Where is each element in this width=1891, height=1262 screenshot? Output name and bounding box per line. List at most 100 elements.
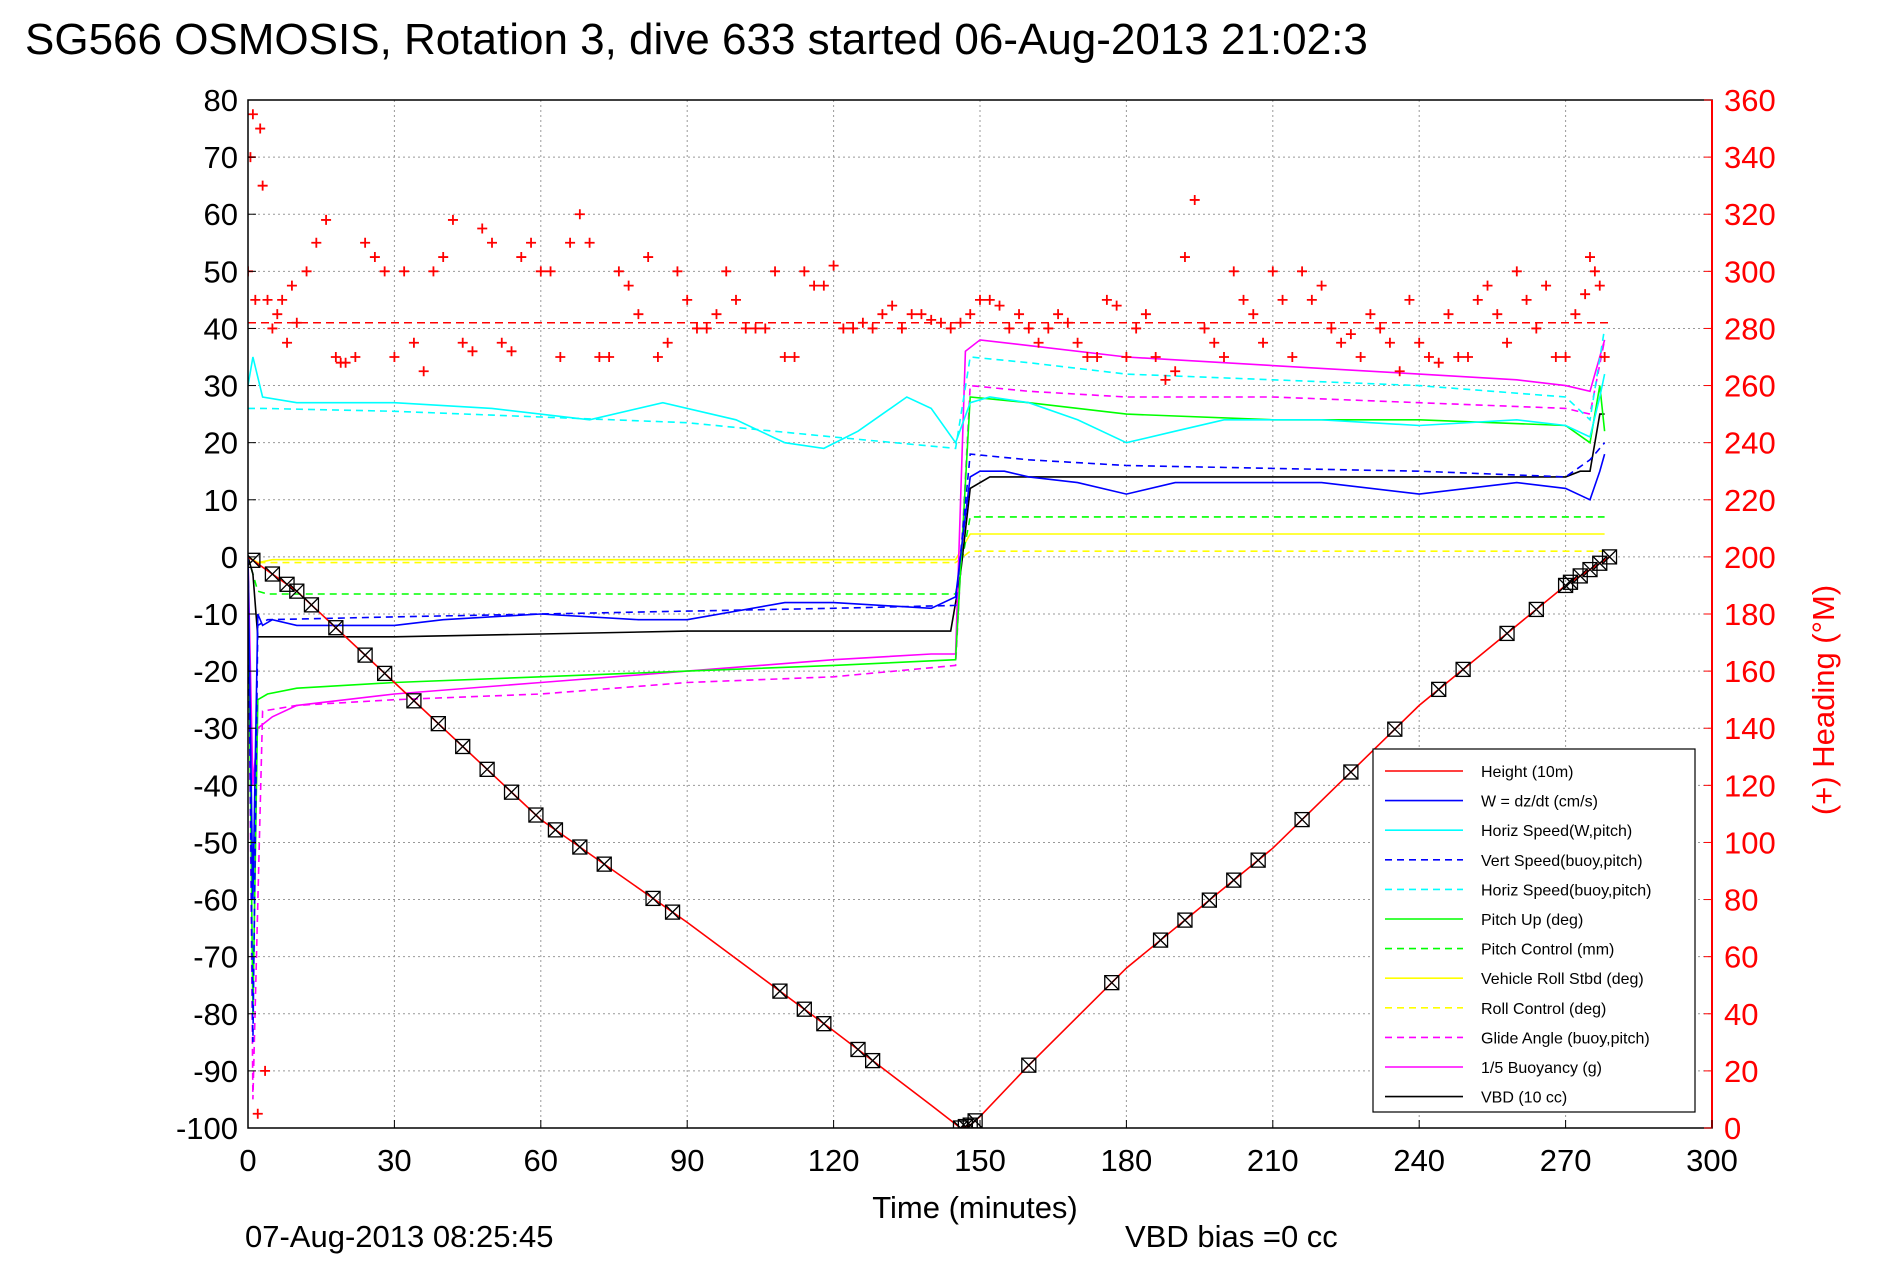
heading-point	[1004, 323, 1015, 334]
height-marker	[1152, 932, 1169, 948]
x-tick-label: 90	[670, 1143, 704, 1178]
height-marker	[1387, 721, 1403, 737]
heading-point	[1170, 366, 1181, 377]
heading-point	[574, 209, 585, 220]
heading-point	[1375, 323, 1386, 334]
series-line-vbd	[248, 413, 1605, 638]
legend: Height (10m) W = dz/dt (cm/s) Horiz Speed(…	[1372, 748, 1696, 1113]
height-marker	[1021, 1057, 1037, 1073]
y-tick-label: 60	[204, 197, 238, 232]
heading-point	[350, 352, 361, 362]
heading-point	[691, 323, 702, 334]
heading-point	[1131, 323, 1142, 334]
legend-label-glide-angle: Glide Angle (buoy,pitch)	[1481, 1030, 1650, 1047]
height-marker	[796, 1001, 812, 1017]
height-marker	[1572, 568, 1588, 584]
y2-tick-label: 360	[1724, 83, 1776, 118]
x-tick-label: 240	[1393, 1143, 1445, 1178]
x-tick-label: 150	[954, 1143, 1006, 1178]
y2-tick-label: 280	[1724, 311, 1776, 346]
heading-point	[1326, 323, 1337, 334]
heading-point	[1238, 294, 1249, 305]
series-line-vert-speed-buoy	[248, 442, 1606, 1043]
heading-point	[623, 280, 634, 291]
heading-point	[604, 352, 615, 362]
heading-point	[360, 237, 371, 248]
height-marker	[1601, 549, 1618, 565]
footer-vbd-bias: VBD bias =0 cc	[1125, 1219, 1338, 1254]
heading-point	[477, 223, 488, 234]
heading-point	[535, 266, 546, 277]
heading-point	[447, 214, 458, 225]
heading-point	[770, 266, 781, 277]
height-marker	[1562, 574, 1579, 590]
heading-point	[262, 294, 273, 305]
height-marker	[1226, 872, 1242, 888]
y-tick-label: 10	[204, 483, 238, 518]
heading-point	[496, 337, 507, 348]
heading-point	[1306, 294, 1317, 305]
heading-point	[1394, 366, 1405, 377]
y-axis-right: 0 20 40 60 80 100 120 140 160 180 200 220 240 260 280 3…	[1704, 83, 1776, 1146]
height-marker	[1455, 661, 1471, 678]
heading-point	[1228, 266, 1239, 277]
heading-point	[965, 309, 976, 320]
y2-tick-label: 300	[1724, 254, 1776, 289]
heading-point	[330, 352, 341, 362]
heading-point	[652, 352, 663, 362]
y2-tick-label: 200	[1724, 540, 1776, 575]
heading-point	[1033, 337, 1044, 348]
x-tick-label: 210	[1247, 1143, 1299, 1178]
height-marker	[1499, 625, 1515, 642]
heading-point	[291, 317, 302, 328]
heading-point	[1345, 329, 1356, 340]
heading-point	[896, 323, 907, 334]
heading-point	[389, 352, 400, 362]
legend-label-buoyancy: 1/5 Buoyancy (g)	[1481, 1060, 1602, 1077]
height-marker	[479, 761, 495, 777]
height-marker	[1294, 811, 1310, 828]
height-marker	[430, 716, 446, 732]
heading-point	[399, 266, 410, 277]
heading-point	[248, 109, 258, 120]
heading-point	[418, 366, 429, 377]
height-marker	[1343, 764, 1359, 780]
legend-label-roll: Vehicle Roll Stbd (deg)	[1481, 971, 1644, 988]
heading-point	[1560, 352, 1571, 362]
heading-point	[301, 266, 312, 277]
legend-label-height: Height (10m)	[1481, 764, 1573, 781]
height-marker	[376, 665, 393, 682]
x-tick-label: 300	[1686, 1143, 1738, 1178]
series-group	[248, 109, 1618, 1128]
y2-axis-label: (+) Heading (°M)	[1806, 585, 1841, 815]
height-marker	[1557, 577, 1574, 594]
height-marker	[328, 620, 344, 636]
height-marker	[664, 904, 681, 920]
heading-point	[1502, 337, 1513, 348]
height-marker	[1431, 681, 1447, 698]
heading-point	[257, 180, 268, 191]
legend-label-pitch-control: Pitch Control (mm)	[1481, 942, 1614, 959]
heading-point	[1092, 352, 1103, 362]
heading-point	[277, 294, 288, 305]
heading-point	[1585, 252, 1595, 263]
height-marker	[547, 822, 564, 838]
heading-point	[1550, 352, 1561, 362]
legend-label-roll-control: Roll Control (deg)	[1481, 1001, 1606, 1018]
heading-point	[1463, 352, 1473, 362]
heading-point	[1541, 280, 1552, 291]
height-marker	[289, 583, 305, 599]
heading-point	[272, 309, 283, 320]
heading-point	[867, 323, 878, 334]
heading-point	[1433, 357, 1444, 368]
heading-point	[516, 252, 527, 263]
heading-point	[1062, 317, 1073, 328]
heading-point	[506, 346, 517, 357]
heading-point	[1267, 266, 1278, 277]
y-tick-label: 70	[204, 140, 238, 175]
y2-tick-label: 340	[1724, 140, 1776, 175]
y2-tick-label: 220	[1724, 483, 1776, 518]
x-tick-label: 180	[1101, 1143, 1153, 1178]
height-marker	[772, 983, 788, 999]
